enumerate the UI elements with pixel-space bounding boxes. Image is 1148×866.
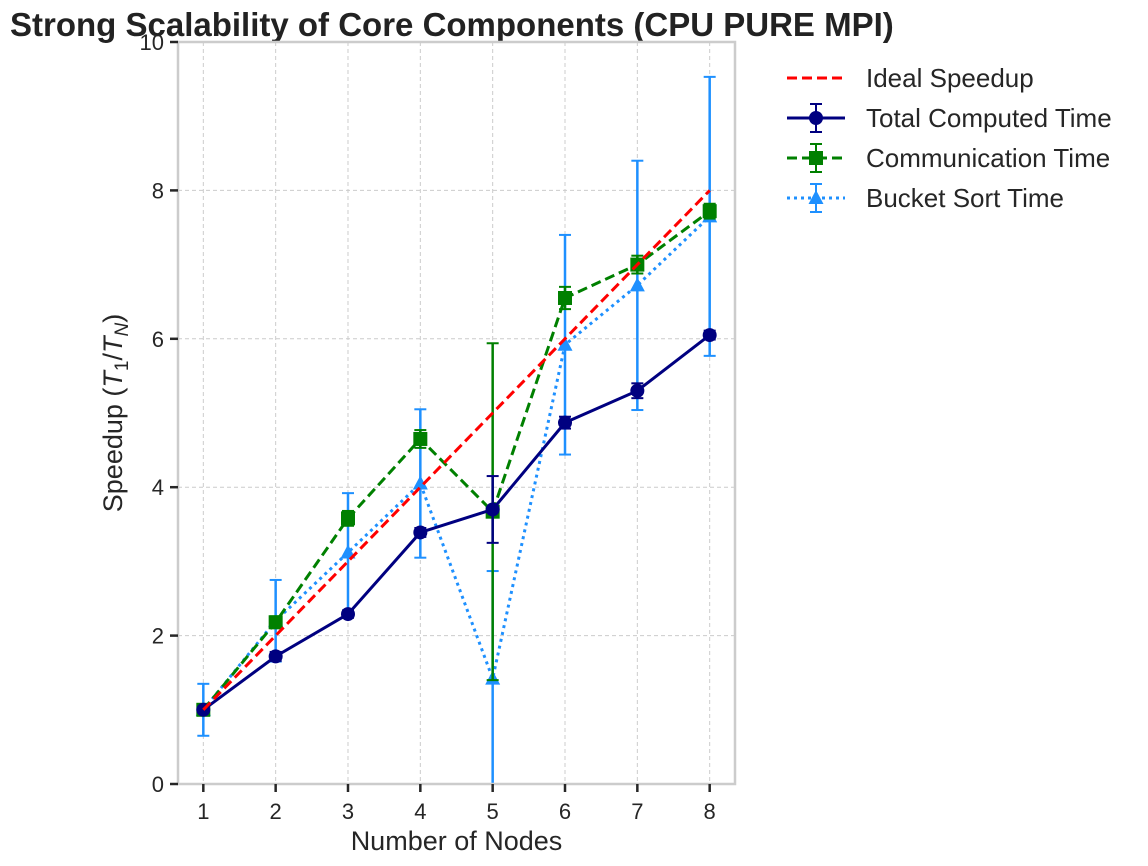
data-point [340,511,355,526]
y-tick-label: 0 [152,772,164,797]
data-point [702,204,717,219]
x-tick-label: 6 [559,799,571,824]
y-tick-label: 10 [140,30,164,55]
series-line [202,209,711,711]
legend-label: Ideal Speedup [866,63,1034,93]
data-point [412,475,428,490]
data-point [485,502,500,517]
y-tick-label: 8 [152,178,164,203]
legend-item: Total Computed Time [787,103,1112,133]
x-tick-label: 1 [197,799,209,824]
data-point [340,607,355,622]
x-tick-label: 3 [342,799,354,824]
y-axis-label-t1: T [98,369,128,388]
y-axis-label: Speedup (T1/TN) [98,314,133,512]
plot-frame [176,40,737,786]
y-tick-label: 2 [152,624,164,649]
series-ideal-speedup [202,189,711,711]
data-point [630,383,645,398]
legend-item: Bucket Sort Time [787,183,1064,213]
data-point [268,649,283,664]
series-layer [195,75,718,784]
legend-label: Communication Time [866,143,1110,173]
data-point [340,544,356,559]
legend-label: Bucket Sort Time [866,183,1064,213]
data-point [558,415,573,430]
series-total-computed-time [196,328,717,717]
data-point [558,290,573,305]
y-axis-label-slash: / [98,353,128,361]
legend-item: Ideal Speedup [787,63,1034,93]
legend-marker [809,151,823,165]
y-axis-label-tn: T [98,334,128,353]
data-point [629,277,645,292]
y-axis-label-close: ) [98,314,128,323]
legend-marker [809,111,823,125]
x-tick-label: 4 [414,799,426,824]
data-point [702,328,717,343]
data-point [413,525,428,540]
series-bucket-sort-time [195,75,718,784]
series-line [202,333,711,712]
series-line [202,189,711,711]
x-tick-label: 8 [704,799,716,824]
y-axis-label-subn: N [112,323,133,337]
data-point [413,431,428,446]
x-tick-label: 2 [270,799,282,824]
chart-title: Strong Scalability of Core Components (C… [10,6,894,43]
y-axis-label-sub1: 1 [112,361,133,372]
legend: Ideal Speedup Total Computed Time Communic… [787,63,1112,213]
axis-ticks: 1 2 3 4 5 6 7 8 0 2 4 6 8 10 [140,30,716,824]
y-tick-label: 4 [152,475,164,500]
data-point [268,615,283,630]
legend-item: Communication Time [787,143,1110,173]
legend-label: Total Computed Time [866,103,1112,133]
legend-marker [808,190,824,204]
x-axis-label: Number of Nodes [351,826,563,856]
grid [178,41,735,785]
x-tick-label: 5 [487,799,499,824]
y-axis-label-text: Speedup ( [98,388,128,513]
y-tick-label: 6 [152,327,164,352]
x-tick-label: 7 [631,799,643,824]
data-point [557,336,573,351]
